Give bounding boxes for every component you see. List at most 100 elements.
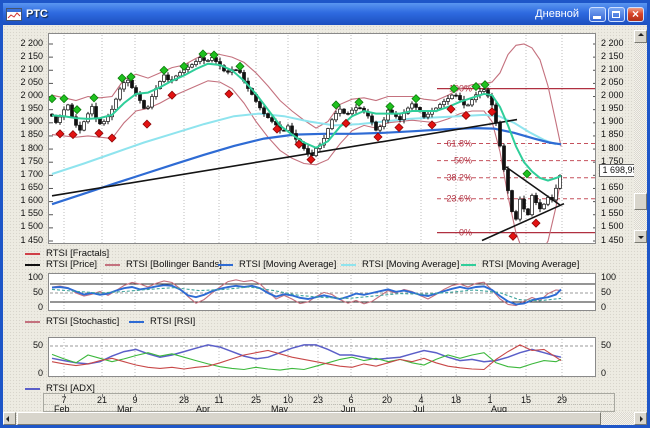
price-tick-label: 1 650 — [601, 181, 624, 192]
legend-overlay-item: RTSI [Moving Average] — [218, 259, 336, 270]
candle-up — [542, 203, 546, 210]
fractal-down-marker — [224, 89, 234, 99]
legend-row-adx: RTSI [ADX] — [3, 383, 647, 394]
fractal-down-marker — [167, 90, 177, 100]
arrow-down-icon — [638, 236, 644, 239]
time-scrollbar[interactable] — [3, 412, 647, 425]
minimize-button[interactable] — [589, 6, 606, 22]
day-tick — [351, 394, 352, 397]
candle-up — [446, 98, 450, 102]
candle-up — [190, 64, 194, 68]
candle-down — [262, 107, 266, 114]
month-label: Mar — [117, 404, 133, 414]
fractal-down-marker — [68, 130, 78, 140]
candle-down — [398, 116, 402, 120]
price-tick-label: 1 500 — [601, 221, 624, 232]
day-tick — [219, 394, 220, 397]
minimize-icon — [593, 15, 601, 19]
fractal-down-marker — [272, 124, 282, 134]
stochastic-line — [51, 279, 562, 307]
maximize-button[interactable] — [608, 6, 625, 22]
triangle-upper-line — [505, 166, 561, 206]
scrollbar-thumb[interactable] — [634, 193, 647, 210]
scroll-up-button[interactable] — [634, 30, 647, 43]
price-tick-label: 1 600 — [601, 195, 624, 206]
fractal-down-marker — [394, 122, 404, 133]
candle-down — [458, 95, 462, 101]
fractal-up-marker — [235, 61, 245, 71]
legend-overlay-item: RTSI [Moving Average] — [461, 259, 579, 270]
price-tick-label: 1 950 — [20, 103, 43, 114]
adx-tick-label: 50 — [32, 340, 43, 350]
price-tick-label: 2 200 — [20, 37, 43, 48]
price-tick-label: 2 150 — [20, 50, 43, 61]
fractal-up-marker — [72, 105, 82, 115]
fractal-up-marker — [89, 93, 99, 103]
day-tick-label: 9 — [132, 395, 138, 405]
candle-down — [514, 211, 518, 220]
scroll-down-button[interactable] — [634, 230, 647, 243]
month-label: Apr — [196, 404, 211, 414]
scroll-left-button[interactable] — [3, 412, 16, 425]
candle-up — [378, 126, 382, 131]
candle-down — [414, 103, 418, 108]
main-price-chart[interactable]: 100%61.8%50%38.2%23.6%0% — [48, 33, 596, 244]
oscillator-panel[interactable] — [48, 273, 596, 311]
triangle-lower-line — [481, 202, 565, 242]
candle-up — [114, 98, 118, 110]
day-tick — [421, 394, 422, 397]
trendline — [51, 118, 518, 197]
legend-overlay-item: RTSI [Bollinger Bands] — [105, 259, 222, 270]
legend-adx-swatch — [25, 387, 40, 390]
candle-up — [90, 106, 94, 115]
candle-up — [198, 57, 202, 62]
adx-panel[interactable] — [48, 337, 596, 377]
legend-overlay-label: RTSI [Moving Average] — [482, 259, 580, 270]
legend-fractals-swatch — [25, 252, 40, 255]
candle-up — [518, 198, 522, 220]
price-tick-label: 1 750 — [20, 155, 43, 166]
day-tick-label: 29 — [556, 395, 568, 405]
titlebar[interactable]: РТС Дневной × — [3, 3, 647, 25]
scroll-right-button[interactable] — [634, 412, 647, 425]
day-tick — [288, 394, 289, 397]
price-scrollbar[interactable] — [634, 30, 647, 243]
close-button[interactable]: × — [627, 6, 644, 22]
candle-up — [86, 113, 90, 123]
day-tick-label: 10 — [282, 395, 294, 405]
candle-up — [530, 195, 534, 216]
candle-up — [546, 197, 550, 205]
price-tick-label: 1 800 — [601, 142, 624, 153]
price-tick-label: 2 000 — [601, 90, 624, 101]
price-tick-label: 1 850 — [601, 129, 624, 140]
candle-down — [78, 124, 82, 131]
candle-up — [162, 74, 166, 82]
fractal-down-marker — [107, 133, 117, 143]
price-tick-label: 2 000 — [20, 90, 43, 101]
day-tick — [135, 394, 136, 397]
candle-down — [494, 104, 498, 123]
candle-up — [442, 101, 446, 105]
arrow-up-icon — [638, 33, 644, 36]
oscillator-tick-label: 50 — [32, 287, 43, 297]
fractal-down-marker — [531, 218, 541, 228]
price-tick-label: 2 150 — [601, 50, 624, 61]
month-label: Jul — [413, 404, 425, 414]
day-tick-label: 6 — [348, 395, 354, 405]
scrollbar-thumb-horizontal[interactable] — [17, 412, 601, 425]
price-tick-label: 2 050 — [20, 76, 43, 87]
fractal-down-marker — [487, 107, 497, 117]
oscillator-tick-label: 100 — [27, 272, 43, 282]
candle-up — [438, 104, 442, 109]
legend-overlay-swatch — [105, 263, 120, 266]
legend-adx-item: RTSI [ADX] — [25, 383, 95, 394]
candle-down — [522, 198, 526, 210]
day-tick-label: 1 — [487, 395, 493, 405]
candle-down — [538, 202, 542, 210]
legend-overlay-swatch — [25, 263, 40, 266]
day-tick-label: 28 — [178, 395, 190, 405]
candle-up — [82, 121, 86, 131]
timeframe-label: Дневной — [535, 8, 579, 20]
candle-down — [138, 93, 142, 101]
